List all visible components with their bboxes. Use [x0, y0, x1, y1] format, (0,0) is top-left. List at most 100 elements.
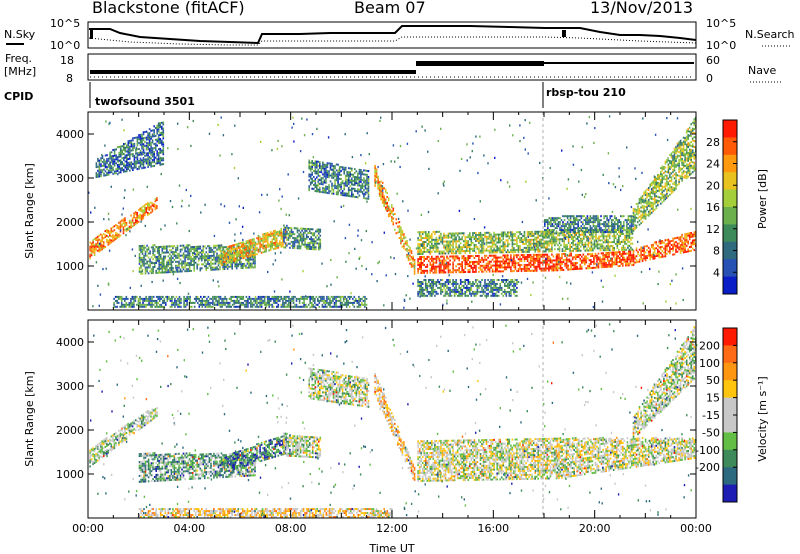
power-echo-cell [364, 173, 367, 176]
power-echo-cell [548, 229, 551, 231]
power-echo-cell [156, 205, 158, 207]
power-echo-cell [609, 259, 612, 262]
power-echo-cell [549, 265, 552, 268]
power-echo-cell [318, 228, 320, 231]
power-echo-cell [308, 242, 311, 244]
power-echo-cell [478, 256, 480, 259]
power-echo-cell [589, 227, 592, 230]
power-echo-cell [469, 263, 471, 265]
power-echo-cell [417, 237, 419, 240]
power-echo-cell [375, 170, 378, 173]
power-echo-cell [684, 243, 686, 246]
power-echo-cell [323, 163, 326, 166]
power-echo-cell [187, 258, 189, 261]
power-echo-cell [525, 237, 527, 239]
power-echo-cell [331, 182, 333, 185]
power-echo-cell [540, 234, 543, 237]
power-echo-cell [163, 251, 165, 254]
power-echo-cell [653, 255, 656, 258]
power-echo-cell [316, 238, 319, 241]
power-echo-cell [424, 235, 427, 237]
power-echo-cell [159, 147, 161, 150]
power-echo-cell [95, 239, 97, 241]
power-echo-cell [534, 238, 536, 241]
power-echo-cell [397, 221, 399, 224]
power-echo-cell [214, 260, 217, 263]
power-echo-cell [567, 254, 569, 257]
power-echo-cell [259, 246, 261, 249]
power-echo-cell [478, 239, 480, 242]
power-echo-cell [398, 229, 401, 231]
power-echo-cell [401, 231, 404, 234]
power-echo-cell [155, 246, 157, 249]
power-echo-cell [265, 246, 267, 249]
power-echo-cell [589, 217, 592, 220]
power-echo-cell [144, 212, 146, 215]
power-echo-cell [360, 184, 362, 187]
power-echo-cell [611, 253, 613, 256]
power-echo-cell [113, 154, 116, 157]
power-echo-cell [440, 255, 442, 258]
power-echo-cell [250, 245, 252, 247]
power-echo-cell [311, 161, 313, 164]
power-echo-cell [438, 259, 441, 262]
power-echo-cell [558, 248, 561, 251]
power-echo-cell [125, 229, 128, 232]
power-echo-cell [418, 268, 421, 270]
power-echo-cell [138, 268, 141, 271]
power-echo-cell [643, 255, 645, 258]
power-echo-cell [526, 248, 529, 251]
power-echo-cell [661, 255, 664, 258]
power-echo-cell [364, 185, 367, 188]
power-echo-cell [343, 194, 345, 197]
power-echo-cell [580, 225, 583, 228]
power-echo-cell [481, 258, 483, 261]
power-echo-cell [580, 233, 582, 236]
power-echo-cell [593, 258, 595, 261]
power-echo-cell [153, 147, 155, 150]
power-echo-cell [367, 180, 370, 182]
power-echo-cell [444, 246, 447, 249]
power-echo-cell [494, 235, 497, 238]
power-echo-cell [566, 246, 568, 248]
power-echo-cell [335, 163, 338, 166]
power-echo-cell [487, 264, 489, 267]
power-echo-cell [205, 259, 208, 262]
power-echo-cell [99, 245, 102, 248]
power-echo-cell [383, 187, 385, 190]
power-echo-cell [161, 261, 164, 264]
power-echo-cell [661, 253, 664, 256]
power-echo-cell [511, 233, 514, 236]
power-echo-cell [609, 225, 611, 228]
power-echo-cell [499, 239, 501, 242]
power-echo-cell [574, 219, 576, 222]
power-echo-cell [458, 269, 460, 272]
power-echo-cell [116, 164, 119, 166]
power-echo-cell [99, 239, 102, 242]
power-echo-cell [185, 268, 188, 271]
power-echo-cell [562, 259, 565, 261]
power-echo-cell [475, 255, 477, 257]
power-echo-cell [144, 272, 147, 275]
power-echo-cell [257, 238, 260, 241]
power-echo-cell [90, 246, 93, 249]
power-echo-cell [272, 244, 275, 247]
power-echo-cell [202, 245, 205, 248]
power-echo-cell [260, 243, 263, 246]
power-echo-cell [242, 265, 244, 267]
power-echo-cell [201, 259, 203, 262]
power-echo-cell [626, 252, 629, 255]
power-echo-cell [623, 252, 626, 255]
power-echo-cell [141, 250, 144, 253]
power-echo-cell [462, 271, 465, 274]
power-echo-cell [151, 153, 154, 156]
power-echo-cell [107, 239, 110, 242]
power-echo-cell [459, 263, 462, 266]
power-echo-cell [351, 193, 353, 196]
power-echo-cell [287, 226, 290, 229]
power-echo-cell [505, 245, 508, 248]
power-echo-cell [466, 236, 468, 239]
power-echo-cell [540, 267, 543, 270]
power-echo-cell [554, 242, 556, 245]
power-echo-cell [210, 247, 212, 249]
